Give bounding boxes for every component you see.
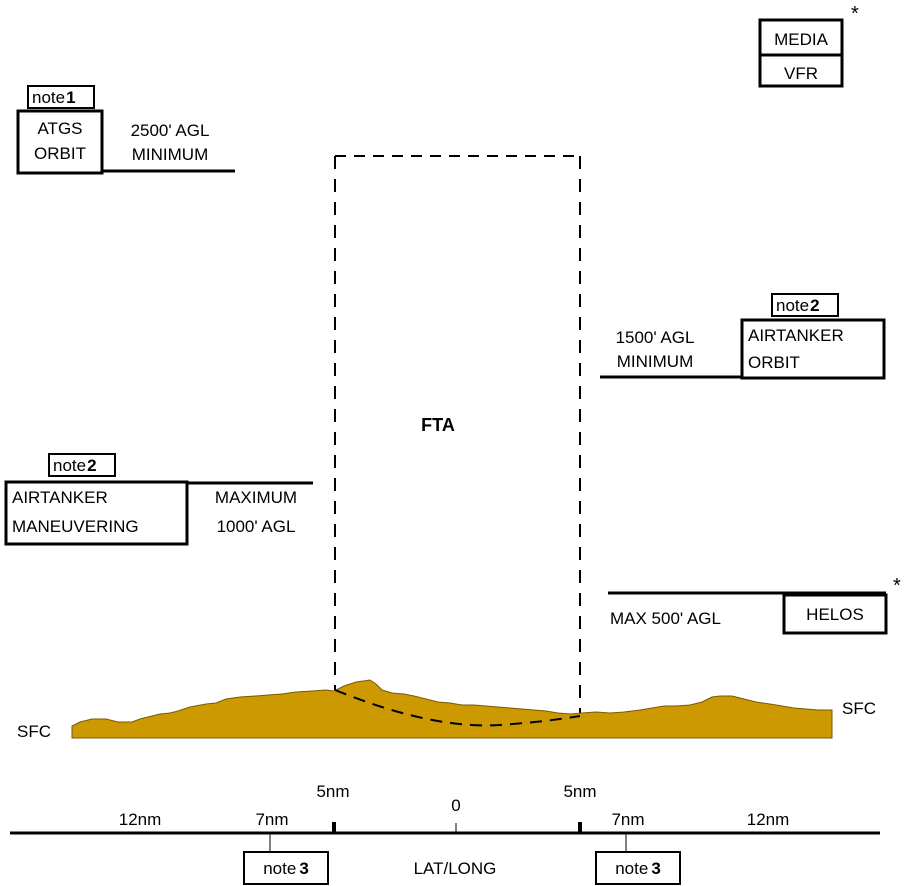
- atgs-label: ATGS: [37, 119, 82, 138]
- airtanker-maneuvering-box: [4, 480, 189, 546]
- note-2-orbit-box: [771, 293, 839, 317]
- scale-label-7nm-left: 7nm: [255, 810, 288, 829]
- airtanker-orbit-minimum: MINIMUM: [617, 352, 693, 371]
- atgs-orbit-group: note1 ATGS ORBIT 2500' AGL MINIMUM: [16, 85, 235, 175]
- media-vfr-box: MEDIA VFR: [758, 18, 844, 88]
- airtanker-orbit-altitude: 1500' AGL: [616, 328, 695, 347]
- lat-long-label: LAT/LONG: [414, 859, 497, 878]
- media-label: MEDIA: [774, 30, 829, 49]
- terrain-profile: [71, 679, 833, 739]
- airtanker-maneuvering-group: note2 AIRTANKER MANEUVERING MAXIMUM 1000…: [4, 453, 313, 546]
- scale-label-7nm-right: 7nm: [611, 810, 644, 829]
- note-3-left-label: note 3: [263, 859, 309, 878]
- scale-label-12nm-left: 12nm: [119, 810, 162, 829]
- note-3-left-box: [243, 851, 329, 885]
- airtanker-maneuvering-altitude: 1000' AGL: [217, 517, 296, 536]
- helos-label: HELOS: [806, 605, 864, 624]
- airtanker-orbit-line1: AIRTANKER: [748, 326, 844, 345]
- airtanker-orbit-box: [740, 318, 886, 380]
- helos-asterisk: *: [893, 575, 901, 597]
- fta-label: FTA: [421, 415, 455, 435]
- note-2-orbit-label: note2: [776, 296, 820, 315]
- atgs-orbit-box: [16, 109, 104, 175]
- helos-box: [782, 593, 888, 635]
- scale-label-5nm-left: 5nm: [316, 782, 349, 801]
- fta-floor-arc: [334, 689, 581, 727]
- atgs-minimum-label: MINIMUM: [132, 145, 208, 164]
- orbit-label: ORBIT: [34, 144, 86, 163]
- helos-altitude-label: MAX 500' AGL: [610, 609, 721, 628]
- scale-label-5nm-right: 5nm: [563, 782, 596, 801]
- fta-boundary: [334, 155, 581, 716]
- scale-label-12nm-right: 12nm: [747, 810, 790, 829]
- airtanker-maneuvering-line2: MANEUVERING: [12, 517, 139, 536]
- airtanker-maneuvering-maximum: MAXIMUM: [215, 488, 297, 507]
- note-2-maneuvering-box: [48, 453, 116, 477]
- scale-label-0: 0: [451, 796, 460, 815]
- helos-group: HELOS MAX 500' AGL: [608, 591, 888, 635]
- vfr-label: VFR: [784, 64, 818, 83]
- sfc-right-label: SFC: [842, 699, 876, 718]
- distance-scale: 12nm 7nm 5nm 0 5nm 7nm 12nm note 3 LAT/LO…: [10, 782, 880, 885]
- note-3-right-box: [595, 851, 681, 885]
- airtanker-maneuvering-line1: AIRTANKER: [12, 488, 108, 507]
- note-3-right-label: note 3: [615, 859, 661, 878]
- note-2-maneuvering-label: note2: [53, 456, 97, 475]
- airtanker-orbit-group: note2 AIRTANKER ORBIT 1500' AGL MINIMUM: [600, 293, 886, 380]
- atgs-altitude-label: 2500' AGL: [131, 121, 210, 140]
- sfc-left-label: SFC: [17, 722, 51, 741]
- media-asterisk: *: [851, 3, 859, 25]
- note-1-label: note1: [32, 88, 76, 107]
- airtanker-orbit-line2: ORBIT: [748, 353, 800, 372]
- note-1-box: [27, 85, 95, 109]
